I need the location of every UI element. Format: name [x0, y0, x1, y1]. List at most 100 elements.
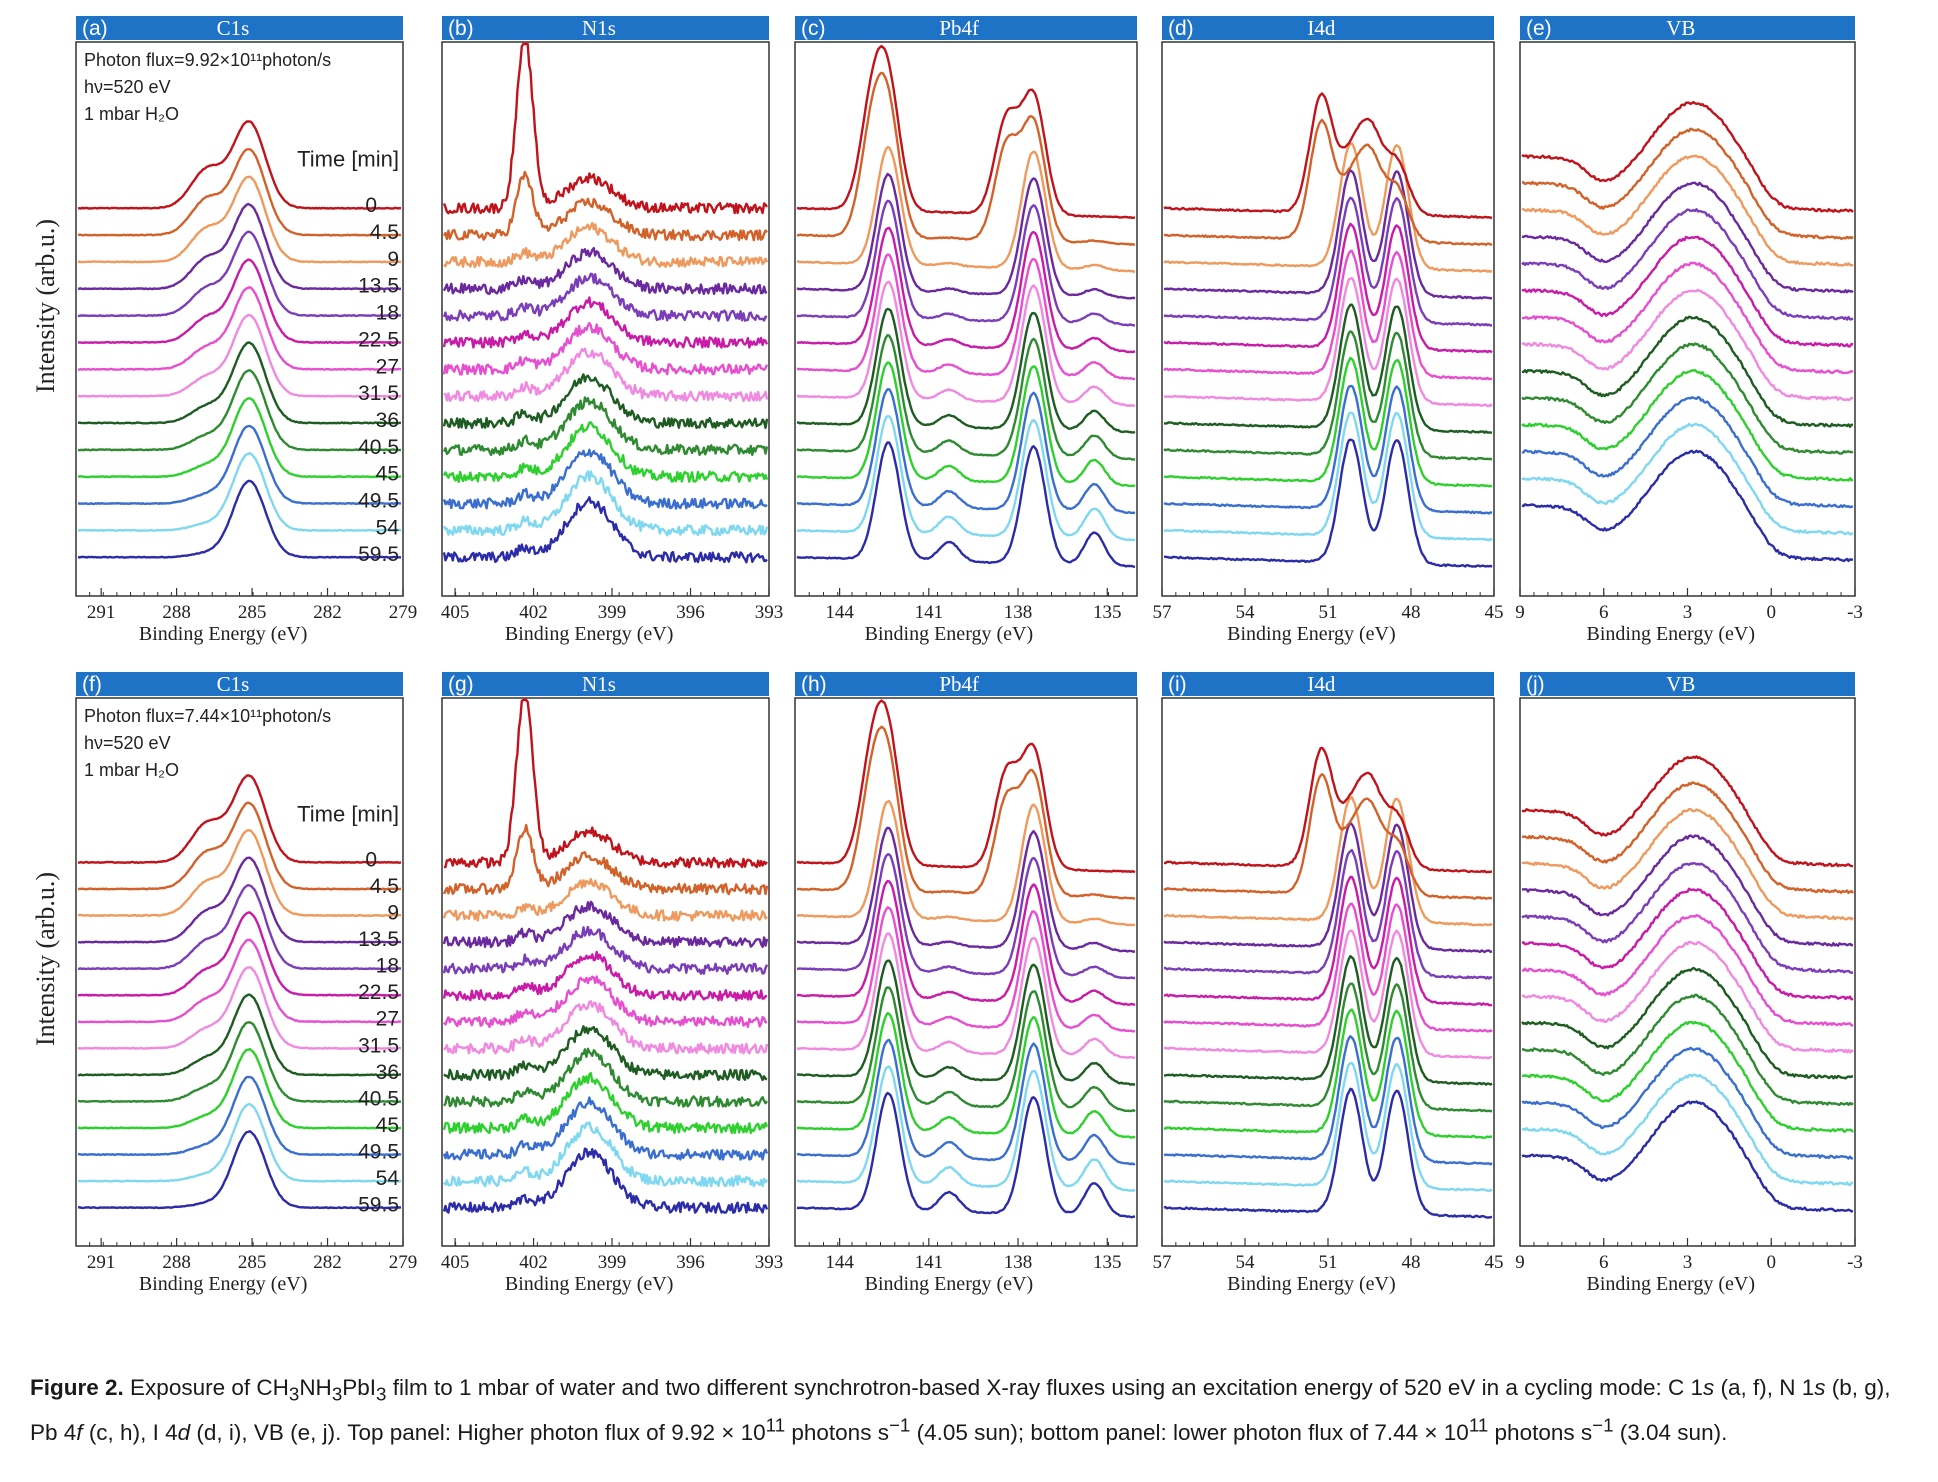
panel-title-bar [442, 16, 769, 40]
spectrum-line-t9 [1163, 796, 1493, 927]
spectrum-line-t54 [443, 1121, 769, 1188]
panel-title: N1s [582, 16, 616, 40]
spectrum-line-t27 [77, 938, 402, 1024]
panel-title: C1s [217, 672, 250, 696]
spectrum-line-t40_5 [78, 1021, 402, 1103]
spectrum-line-t59_5 [77, 479, 402, 559]
spectrum-line-t13_5 [1521, 181, 1854, 294]
spectrum-line-t18 [77, 230, 402, 318]
spectrum-line-t31_5 [77, 313, 402, 398]
panel-letter: (b) [448, 17, 474, 40]
x-tick-label: 291 [87, 602, 116, 623]
x-tick-label: 288 [162, 602, 191, 623]
x-tick-label: 141 [915, 602, 944, 623]
spectrum-line-t49_5 [78, 1075, 402, 1157]
spectrum-line-t22_5 [442, 296, 769, 349]
spectrum-line-t49_5 [1163, 384, 1493, 515]
x-tick-label: 3 [1683, 602, 1693, 623]
spectrum-line-t13_5 [1522, 834, 1854, 947]
spectrum-line-t54 [797, 1065, 1136, 1192]
time-legend-value: 36 [376, 409, 399, 432]
x-axis-label: Binding Energy (eV) [1227, 623, 1396, 645]
spectrum-line-t54 [77, 1102, 402, 1183]
panel-frame [75, 697, 404, 1247]
panel-title: I4d [1307, 16, 1335, 40]
spectrum-line-t9 [77, 175, 402, 264]
panel-letter: (g) [448, 673, 474, 696]
panel-title: Pb4f [939, 672, 979, 696]
time-legend-value: 9 [387, 902, 399, 925]
panel-letter: (f) [82, 673, 102, 696]
spectrum-line-t31_5 [1521, 940, 1854, 1054]
spectrum-line-t4_5 [77, 801, 402, 891]
x-tick-label: 285 [238, 602, 267, 623]
spectrum-line-t49_5 [442, 1096, 769, 1161]
time-legend-value: 4.5 [370, 221, 399, 244]
panel-frame [75, 41, 404, 597]
panel-i: (i) I4d 57 54 51 48 45 Binding Energy (eV) [1153, 672, 1504, 1295]
spectrum-line-t54 [77, 451, 402, 532]
spectrum-line-t49_5 [796, 388, 1136, 515]
time-legend-value: 31.5 [358, 382, 399, 405]
time-legend-title: Time [min] [297, 147, 399, 172]
spectrum-line-t49_5 [1163, 1035, 1493, 1166]
spectrum-line-t22_5 [796, 879, 1136, 1006]
spectrum-line-t27 [1521, 261, 1854, 375]
spectrum-line-t40_5 [1163, 330, 1493, 461]
spectrum-line-t31_5 [1163, 276, 1493, 408]
time-legend-value: 45 [376, 463, 399, 486]
panel-letter: (a) [82, 17, 108, 40]
spectrum-line-t36 [1521, 315, 1854, 428]
spectrum-line-t59_5 [796, 1091, 1136, 1219]
spectrum-line-t40_5 [796, 334, 1136, 461]
panel-title: I4d [1307, 672, 1335, 696]
spectrum-line-t49_5 [77, 424, 402, 506]
spectrum-line-t0 [796, 699, 1136, 874]
spectrum-line-t31_5 [1163, 929, 1493, 1060]
spectrum-line-t9 [1163, 142, 1493, 273]
spectrum-line-t59_5 [796, 441, 1136, 569]
x-tick-label: 48 [1402, 1252, 1421, 1273]
spectrum-line-t13_5 [442, 247, 768, 295]
spectrum-line-t9 [1521, 807, 1854, 921]
time-legend-value: 27 [376, 1008, 399, 1031]
x-tick-label: 54 [1236, 1252, 1256, 1273]
spectrum-line-t9 [796, 799, 1136, 927]
time-legend-value: 40.5 [358, 436, 399, 459]
spectrum-line-t40_5 [442, 396, 769, 457]
spectrum-line-t54 [796, 415, 1136, 542]
spectrum-line-t54 [442, 470, 769, 537]
panel-letter: (j) [1526, 673, 1545, 696]
panel-h: (h) Pb4f 144 141 138 135 Binding Energy (eV) [794, 672, 1138, 1295]
x-tick-label: 396 [676, 602, 705, 623]
spectrum-line-t13_5 [77, 202, 402, 291]
panel-letter: (h) [801, 673, 827, 696]
panel-title-bar [1520, 672, 1855, 696]
spectrum-line-t59_5 [78, 1130, 402, 1210]
spectrum-line-t13_5 [77, 856, 402, 944]
time-legend-value: 59.5 [358, 543, 399, 566]
spectrum-line-t18 [1163, 196, 1493, 327]
x-tick-label: 144 [825, 1252, 854, 1273]
panel-title: VB [1666, 672, 1695, 696]
spectrum-line-t27 [442, 321, 769, 376]
x-tick-label: 288 [162, 1252, 191, 1273]
spectrum-line-t40_5 [443, 1047, 768, 1108]
spectrum-line-t49_5 [442, 448, 768, 510]
spectrum-line-t40_5 [796, 986, 1136, 1113]
time-legend-title: Time [min] [297, 801, 399, 826]
spectrum-line-t27 [443, 975, 767, 1028]
panel-title-bar [1162, 16, 1494, 40]
x-tick-label: 282 [313, 1252, 342, 1273]
y-axis-label: Intensity (arb.u.) [31, 872, 60, 1046]
time-legend-value: 54 [376, 516, 400, 539]
x-tick-label: 279 [389, 602, 418, 623]
spectrum-line-t22_5 [442, 950, 767, 1002]
panel-c: (c) Pb4f 144 141 138 135 Binding Energy (eV) [794, 16, 1138, 645]
x-axis-label: Binding Energy (eV) [1227, 1273, 1396, 1295]
spectrum-line-t59_5 [442, 1147, 769, 1214]
x-axis-label: Binding Energy (eV) [139, 623, 308, 645]
